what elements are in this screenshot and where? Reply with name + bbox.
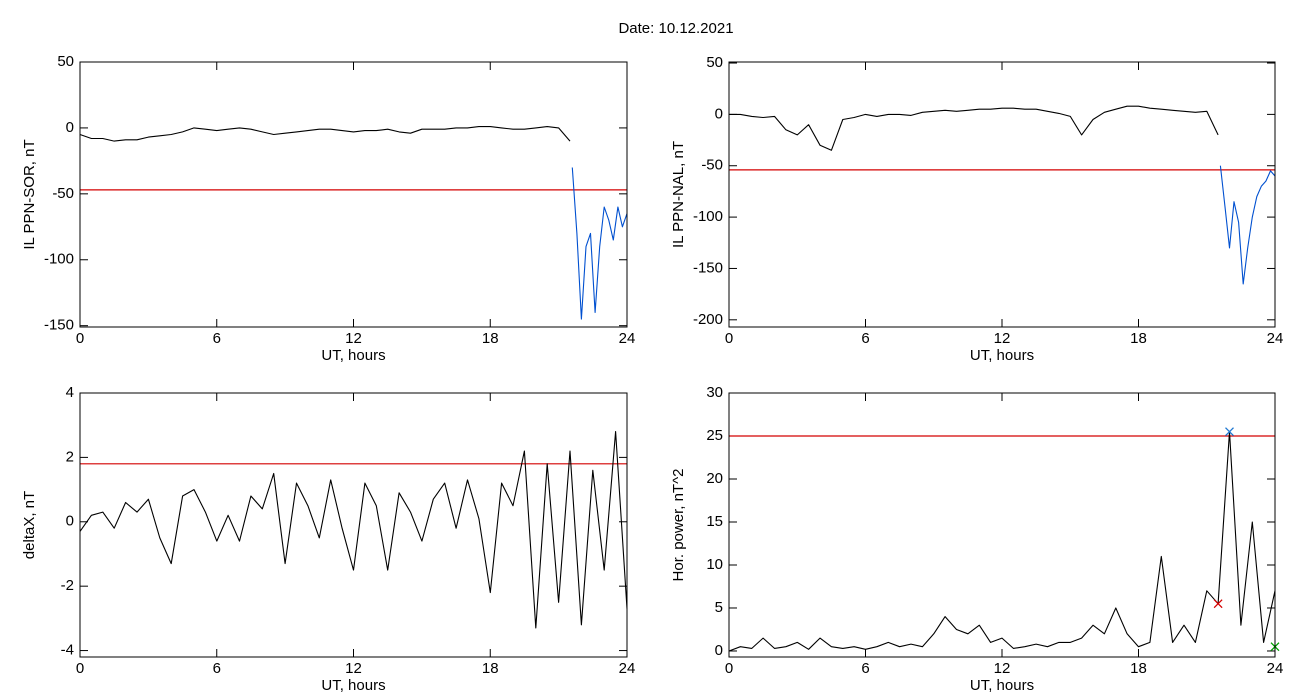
- data-line: [79, 126, 571, 142]
- y-tick-label: 30: [706, 384, 723, 401]
- y-tick-label: 25: [706, 427, 723, 444]
- x-tick-label: 24: [1267, 330, 1284, 347]
- x-marker: [1225, 427, 1234, 437]
- data-line: [728, 431, 1276, 652]
- y-axis-label: IL PPN-NAL, nT: [670, 141, 687, 248]
- y-tick-label: 4: [66, 384, 74, 401]
- y-tick-label: 50: [706, 54, 723, 71]
- x-tick-label: 6: [213, 330, 221, 347]
- x-tick-label: 6: [861, 660, 869, 677]
- x-tick-label: 24: [1267, 660, 1284, 677]
- y-axis-label: deltaX, nT: [21, 491, 38, 559]
- y-tick-label: 15: [706, 513, 723, 530]
- data-line: [1219, 165, 1276, 285]
- x-tick-label: 18: [482, 660, 499, 677]
- y-tick-label: 50: [57, 53, 74, 70]
- x-tick-label: 0: [725, 660, 733, 677]
- x-marker: [1213, 599, 1223, 609]
- plot-frame: [79, 61, 628, 328]
- x-tick-label: 12: [994, 330, 1011, 347]
- y-tick-label: -50: [701, 157, 723, 174]
- x-tick-label: 18: [1130, 330, 1147, 347]
- x-tick-label: 6: [213, 660, 221, 677]
- x-tick-label: 18: [482, 330, 499, 347]
- data-line: [79, 431, 628, 629]
- y-tick-label: 0: [715, 105, 723, 122]
- x-tick-label: 6: [861, 330, 869, 347]
- x-tick-label: 12: [345, 330, 362, 347]
- y-tick-label: 0: [715, 642, 723, 659]
- y-tick-label: 20: [706, 470, 723, 487]
- y-axis-label: IL PPN-SOR, nT: [21, 139, 38, 249]
- x-tick-label: 24: [619, 660, 636, 677]
- x-tick-label: 12: [345, 660, 362, 677]
- x-tick-label: 24: [619, 330, 636, 347]
- y-tick-label: 0: [66, 119, 74, 136]
- x-axis-label: UT, hours: [321, 677, 385, 694]
- x-axis-label: UT, hours: [970, 677, 1034, 694]
- y-tick-label: -50: [52, 185, 74, 202]
- x-axis-label: UT, hours: [970, 347, 1034, 364]
- x-tick-label: 0: [76, 660, 84, 677]
- y-axis-label: Hor. power, nT^2: [670, 469, 687, 582]
- x-axis-label: UT, hours: [321, 347, 385, 364]
- plot-frame: [728, 61, 1276, 328]
- y-tick-label: -4: [61, 642, 74, 659]
- y-tick-label: -150: [693, 259, 723, 276]
- y-tick-label: 0: [66, 513, 74, 530]
- plot: 0 6 12 18 24 -150 -100 -50 0 50 UT, hours IL PPN-SO…: [21, 53, 635, 364]
- x-tick-label: 0: [725, 330, 733, 347]
- y-tick-label: 10: [706, 556, 723, 573]
- y-tick-label: -100: [693, 208, 723, 225]
- y-tick-label: -100: [44, 251, 74, 268]
- x-tick-label: 0: [76, 330, 84, 347]
- y-tick-label: -200: [693, 311, 723, 328]
- x-tick-label: 12: [994, 660, 1011, 677]
- plot: 0 6 12 18 24 -200 -150 -100 -50 0 50 UT, hours IL PP…: [670, 54, 1283, 364]
- data-line: [571, 167, 628, 320]
- data-line: [729, 105, 1219, 151]
- plot-frame: [79, 392, 628, 658]
- y-tick-label: 2: [66, 448, 74, 465]
- y-tick-label: 5: [715, 599, 723, 616]
- figure-title: Date: 10.12.2021: [618, 20, 733, 37]
- plot: 0 6 12 18 24 0 5 10 15 20 25 30 UT, hours Hor. power,…: [670, 384, 1283, 694]
- y-tick-label: -2: [61, 577, 74, 594]
- x-tick-label: 18: [1130, 660, 1147, 677]
- plot-frame: [728, 392, 1276, 658]
- y-tick-label: -150: [44, 317, 74, 334]
